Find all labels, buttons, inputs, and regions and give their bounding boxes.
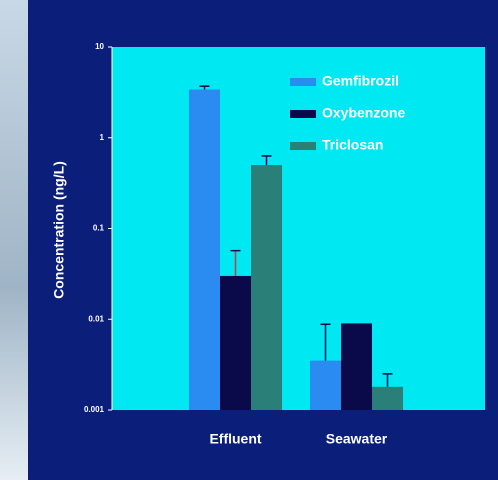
y-tick-label: 0.001	[84, 405, 105, 414]
y-tick-label: 0.1	[93, 224, 105, 233]
bar	[310, 360, 341, 410]
legend-swatch	[290, 110, 316, 118]
legend-swatch	[290, 142, 316, 150]
legend-label: Oxybenzone	[322, 105, 405, 121]
legend-swatch	[290, 78, 316, 86]
legend-label: Gemfibrozil	[322, 73, 399, 89]
plot-area	[112, 47, 485, 410]
y-tick-label: 0.01	[88, 314, 104, 323]
bar	[341, 323, 372, 410]
x-tick-label: Seawater	[326, 431, 388, 447]
y-tick-label: 10	[95, 42, 104, 51]
bar	[220, 275, 251, 410]
x-tick-label: Effluent	[209, 431, 261, 447]
legend-label: Triclosan	[322, 137, 383, 153]
y-tick-label: 1	[100, 133, 105, 142]
bar	[251, 165, 282, 410]
y-axis-title: Concentration (ng/L)	[51, 161, 67, 299]
bar	[372, 386, 403, 410]
bar	[189, 89, 220, 411]
